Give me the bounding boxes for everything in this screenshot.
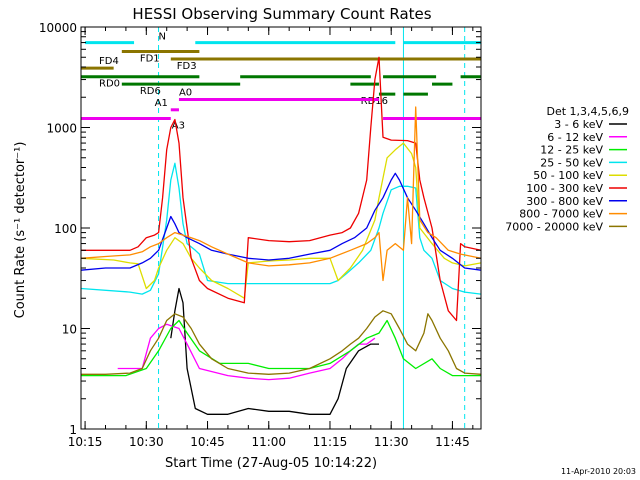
series-line-2 [81, 319, 481, 377]
legend-label-0: 3 - 6 keV [554, 118, 603, 131]
flag-bar-label-rd6: RD6 [140, 86, 161, 97]
legend-label-2: 12 - 25 keV [540, 144, 603, 157]
flag-bar-label-fd3: FD3 [177, 61, 197, 72]
legend-label-3: 25 - 50 keV [540, 156, 603, 169]
x-tick-label-6: 11:45 [435, 435, 470, 449]
series-line-8 [81, 310, 482, 375]
x-tick-label-2: 10:45 [190, 435, 225, 449]
legend-label-5: 100 - 300 keV [526, 182, 603, 195]
flag-bar-label-a3: A3 [172, 120, 185, 131]
y-tick-label-1: 10 [62, 323, 77, 337]
y-axis-label: Count Rate (s⁻¹ detector⁻¹) [13, 142, 28, 319]
chart-bar-layer: N FD1 FD3 FD4 RD0 RD6 RD16 A0 A1 A3 [81, 27, 481, 429]
x-axis-label: Start Time (27-Aug-05 10:14:22) [165, 456, 377, 471]
flag-bar-label-fd1: FD1 [140, 54, 160, 65]
series-line-0 [170, 287, 379, 415]
x-tick-label-3: 11:00 [251, 435, 286, 449]
legend-label-6: 300 - 800 keV [526, 195, 603, 208]
flag-bar-label-a1: A1 [155, 98, 168, 109]
series-line-1 [117, 323, 376, 381]
x-tick-label-4: 11:15 [313, 435, 348, 449]
flag-bar-label-rd0: RD0 [99, 79, 120, 90]
y-tick-label-2: 100 [54, 222, 77, 236]
flag-bar-label-n: N [159, 32, 166, 43]
series-line-3 [80, 162, 482, 295]
chart-title: HESSI Observing Summary Count Rates [132, 5, 431, 23]
series-line-4 [80, 142, 482, 299]
y-tick-label-4: 10000 [39, 21, 77, 35]
legend-title: Det 1,3,4,5,6,9 [546, 105, 629, 118]
series-line-5 [81, 56, 482, 322]
x-tick-label-5: 11:30 [374, 435, 409, 449]
legend-label-7: 800 - 7000 keV [519, 208, 603, 221]
series-line-7 [80, 106, 482, 282]
legend-label-1: 6 - 12 keV [547, 131, 603, 144]
flag-bar-label-fd4: FD4 [99, 56, 119, 67]
flag-bar-label-rd16: RD16 [361, 96, 388, 107]
chart-series-layer [80, 56, 482, 415]
legend-label-4: 50 - 100 keV [533, 169, 603, 182]
y-tick-label-3: 1000 [46, 122, 77, 136]
chart-axes: 10:15 10:30 10:45 11:00 11:15 11:30 11:45 1 10 10… [39, 21, 482, 449]
y-tick-label-0: 1 [69, 423, 77, 437]
x-tick-label-0: 10:15 [68, 435, 103, 449]
x-tick-label-1: 10:30 [129, 435, 164, 449]
series-line-6 [80, 172, 482, 271]
legend-label-8: 7000 - 20000 keV [505, 220, 603, 233]
timestamp-label: 11-Apr-2010 20:03 [561, 467, 636, 476]
flag-bar-label-a0: A0 [179, 87, 192, 98]
